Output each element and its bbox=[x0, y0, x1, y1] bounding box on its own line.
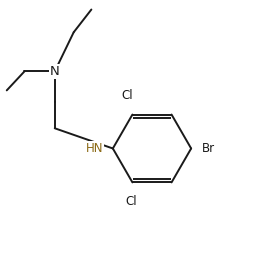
Text: HN: HN bbox=[86, 142, 103, 155]
Text: Cl: Cl bbox=[122, 89, 133, 102]
Text: N: N bbox=[50, 65, 60, 78]
Text: Cl: Cl bbox=[125, 195, 137, 208]
Text: Br: Br bbox=[202, 142, 215, 155]
